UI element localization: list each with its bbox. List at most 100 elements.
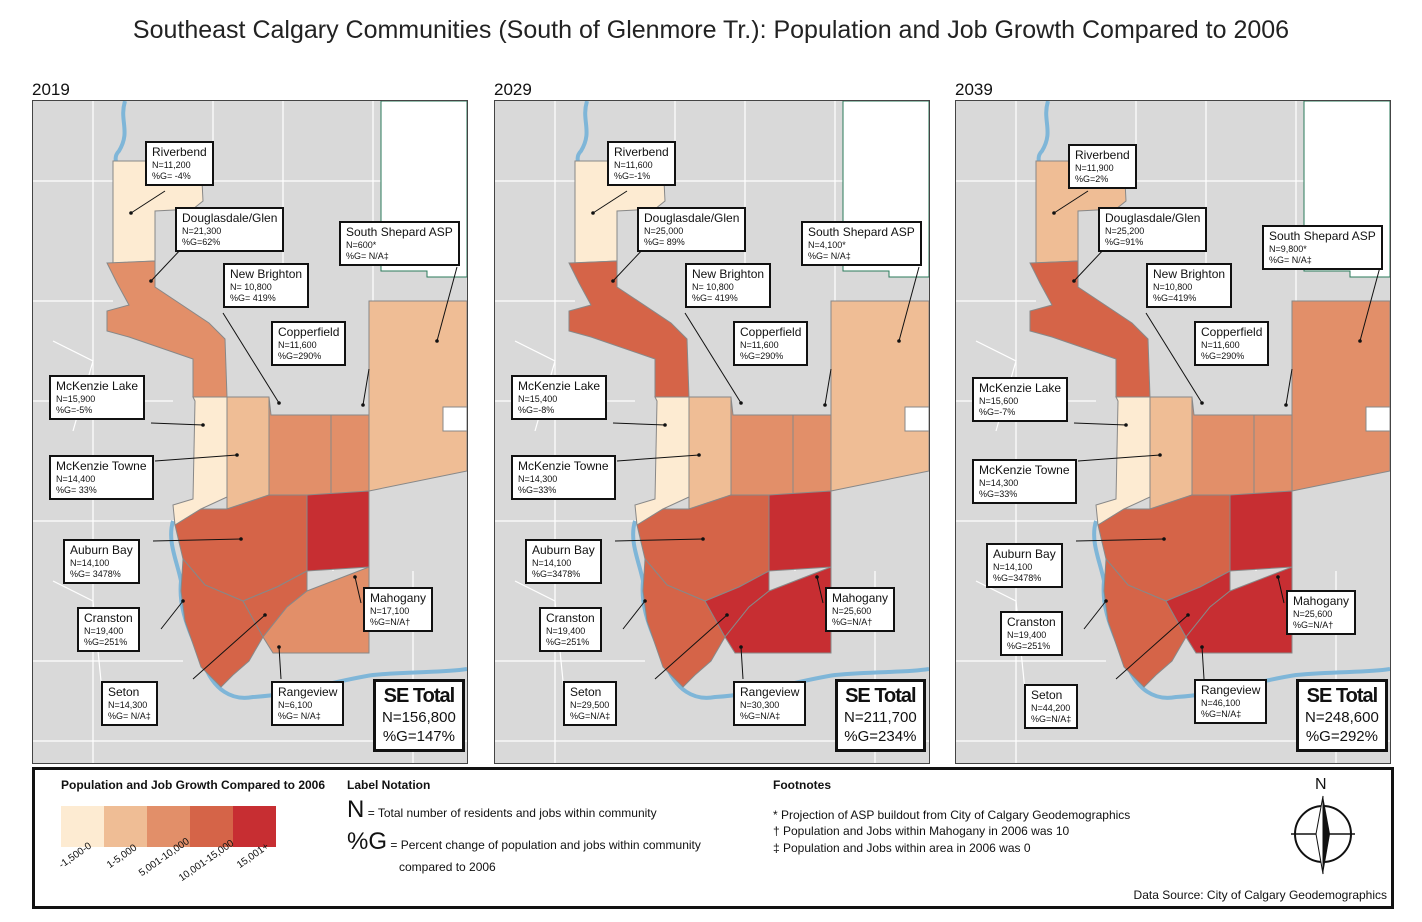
community-n: N=15,900 xyxy=(56,394,96,404)
community-name: McKenzie Towne xyxy=(56,459,147,473)
se-total-n: N=211,700 xyxy=(844,709,917,726)
label-auburn-bay: Auburn Bay N=14,100 %G=3478% xyxy=(525,539,602,584)
leader-line-seton xyxy=(192,614,266,680)
region-mckenzie-lake xyxy=(634,396,690,526)
community-name: Rangeview xyxy=(740,685,800,699)
label-douglasdale: Douglasdale/Glen N=25,000 %G= 89% xyxy=(637,207,747,252)
community-growth: %G=-8% xyxy=(518,405,555,415)
region-mckenzie-towne xyxy=(688,396,732,510)
footnote-1: * Projection of ASP buildout from City o… xyxy=(773,808,1131,822)
leader-line-mckenzie-lake xyxy=(150,422,204,426)
community-n: N=14,300 xyxy=(979,478,1019,488)
se-total-heading: SE Total xyxy=(845,685,917,707)
label-douglasdale: Douglasdale/Glen N=25,200 %G=91% xyxy=(1098,207,1208,252)
legend-title: Population and Job Growth Compared to 20… xyxy=(61,778,326,792)
excluded-parcel xyxy=(442,406,467,432)
community-name: New Brighton xyxy=(230,267,303,281)
community-n: N=11,600 xyxy=(278,340,317,350)
community-n: N=11,900 xyxy=(1075,163,1114,173)
leader-line-cranston xyxy=(1083,600,1107,630)
leader-line-rangeview xyxy=(1201,646,1205,680)
community-growth: %G=419% xyxy=(1153,293,1197,303)
leader-dot xyxy=(149,279,153,283)
region-south-shepard xyxy=(830,300,929,492)
label-copperfield: Copperfield N=11,600 %G=290% xyxy=(271,321,347,366)
community-growth: %G= N/A‡ xyxy=(1269,255,1312,265)
leader-dot xyxy=(235,453,239,457)
label-new-brighton: New Brighton N= 10,800 %G= 419% xyxy=(685,263,772,308)
community-name: Auburn Bay xyxy=(532,543,595,557)
leader-line-douglasdale xyxy=(150,246,184,282)
community-growth: %G=3478% xyxy=(993,573,1042,583)
community-growth: %G= N/A‡ xyxy=(108,711,151,721)
community-name: Douglasdale/Glen xyxy=(182,211,278,225)
leader-line-auburn-bay xyxy=(1075,538,1165,542)
label-mahogany: Mahogany N=25,600 %G=N/A† xyxy=(1286,590,1357,635)
community-name: Seton xyxy=(1031,688,1063,702)
leader-dot xyxy=(1276,575,1280,579)
community-n: N=14,300 xyxy=(518,474,558,484)
community-growth: %G= 419% xyxy=(692,293,738,303)
community-name: Rangeview xyxy=(1201,683,1261,697)
leader-line-mahogany xyxy=(1277,576,1285,604)
label-mckenzie-towne: McKenzie Towne N=14,400 %G= 33% xyxy=(49,455,154,500)
community-growth: %G=-5% xyxy=(56,405,93,415)
community-growth: %G=62% xyxy=(182,237,221,247)
community-name: Mahogany xyxy=(370,591,427,605)
label-auburn-bay: Auburn Bay N=14,100 %G=3478% xyxy=(986,543,1063,588)
leader-dot xyxy=(701,537,705,541)
leader-dot xyxy=(129,211,133,215)
region-douglasdale xyxy=(106,260,228,398)
community-n: N=15,600 xyxy=(979,396,1019,406)
community-n: N=11,600 xyxy=(1201,340,1240,350)
map-panel-2029: Riverbend N=11,600 %G=-1% Douglasdale/Glen N… xyxy=(494,100,930,764)
leader-line-rangeview xyxy=(278,646,282,680)
leader-dot xyxy=(739,401,743,405)
community-n: N=25,600 xyxy=(1293,609,1333,619)
leader-dot xyxy=(897,339,901,343)
region-copperfield xyxy=(792,301,832,496)
community-growth: %G=N/A‡ xyxy=(740,711,781,721)
community-n: N=14,400 xyxy=(56,474,96,484)
leader-line-mckenzie-lake xyxy=(1073,422,1127,426)
leader-line-south-shepard xyxy=(1359,266,1381,342)
label-cranston: Cranston N=19,400 %G=251% xyxy=(1000,611,1063,656)
community-name: Copperfield xyxy=(740,325,802,339)
se-total-growth: %G=147% xyxy=(382,728,455,745)
region-mahogany xyxy=(768,490,832,572)
community-name: South Shepard ASP xyxy=(346,225,453,239)
label-rangeview: Rangeview N=6,100 %G= N/A‡ xyxy=(271,681,345,726)
excluded-parcel xyxy=(1365,406,1390,432)
community-growth: %G=N/A† xyxy=(370,617,411,627)
community-growth: %G=N/A‡ xyxy=(570,711,611,721)
community-n: N=14,100 xyxy=(532,558,572,568)
notation-g: %G = Percent change of population and jo… xyxy=(347,830,701,854)
label-rangeview: Rangeview N=30,300 %G=N/A‡ xyxy=(733,681,807,726)
leader-dot xyxy=(361,403,365,407)
leader-line-mckenzie-towne xyxy=(1077,454,1161,462)
community-n: N=600* xyxy=(346,240,377,250)
community-name: New Brighton xyxy=(1153,267,1226,281)
community-n: N=14,300 xyxy=(108,700,148,710)
community-growth: %G=N/A‡ xyxy=(1031,714,1072,724)
leader-line-auburn-bay xyxy=(152,538,242,542)
community-name: Mahogany xyxy=(1293,594,1350,608)
footnote-3: ‡ Population and Jobs within area in 200… xyxy=(773,841,1031,855)
legend-swatch-3 xyxy=(147,806,190,847)
community-growth: %G=2% xyxy=(1075,174,1109,184)
g-text-2: compared to 2006 xyxy=(399,860,496,874)
leader-dot xyxy=(353,575,357,579)
data-source: Data Source: City of Calgary Geodemograp… xyxy=(1133,888,1387,902)
leader-dot xyxy=(823,403,827,407)
community-name: Riverbend xyxy=(1075,148,1130,162)
label-mahogany: Mahogany N=17,100 %G=N/A† xyxy=(363,587,434,632)
community-n: N=30,300 xyxy=(740,700,780,710)
leader-line-copperfield xyxy=(362,368,370,406)
community-n: N=25,600 xyxy=(832,606,872,616)
leader-line-south-shepard xyxy=(436,266,458,342)
leader-dot xyxy=(181,599,185,603)
community-n: N=14,100 xyxy=(993,562,1033,572)
region-copperfield xyxy=(1253,301,1293,496)
leader-dot xyxy=(697,453,701,457)
leader-line-new-brighton xyxy=(684,312,742,404)
